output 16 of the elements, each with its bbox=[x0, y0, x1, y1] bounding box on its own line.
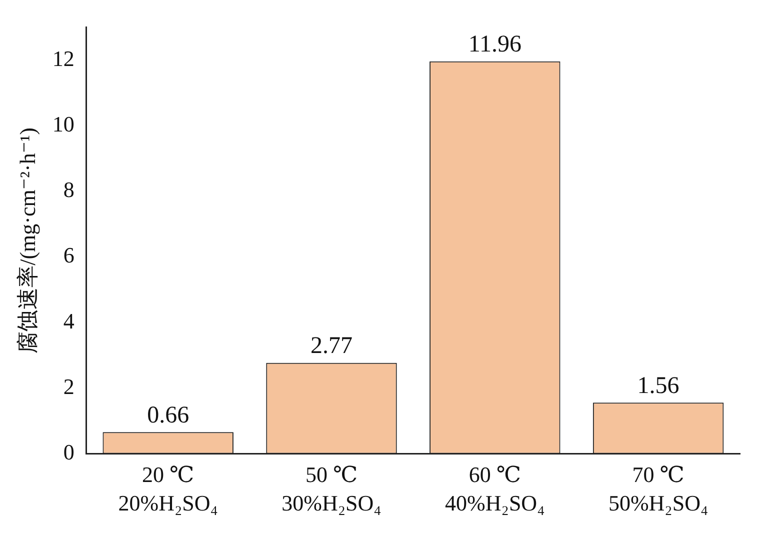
y-axis-title: 腐蚀速率/(mg·cm⁻²·h⁻¹) bbox=[14, 128, 40, 354]
data-label: 0.66 bbox=[147, 402, 190, 428]
y-tick-label: 0 bbox=[63, 440, 74, 465]
data-label: 11.96 bbox=[468, 32, 522, 58]
data-label: 1.56 bbox=[637, 372, 680, 399]
x-tick-label: 20 ℃ 20%H₂SO₄ bbox=[118, 462, 218, 516]
y-tick-label: 10 bbox=[52, 111, 74, 136]
x-tick-label: 50 ℃ 30%H₂SO₄ bbox=[282, 462, 382, 516]
x-tick-label: 70 ℃ 50%H₂SO₄ bbox=[608, 462, 708, 516]
y-tick-label: 6 bbox=[63, 242, 74, 268]
y-tick-label: 8 bbox=[63, 177, 74, 202]
y-tick-label: 2 bbox=[63, 374, 74, 399]
x-tick-label: 60 ℃ 40%H₂SO₄ bbox=[445, 462, 545, 516]
y-tick-label: 4 bbox=[63, 308, 74, 334]
data-label: 2.77 bbox=[310, 333, 352, 360]
y-tick-label: 12 bbox=[52, 46, 74, 71]
